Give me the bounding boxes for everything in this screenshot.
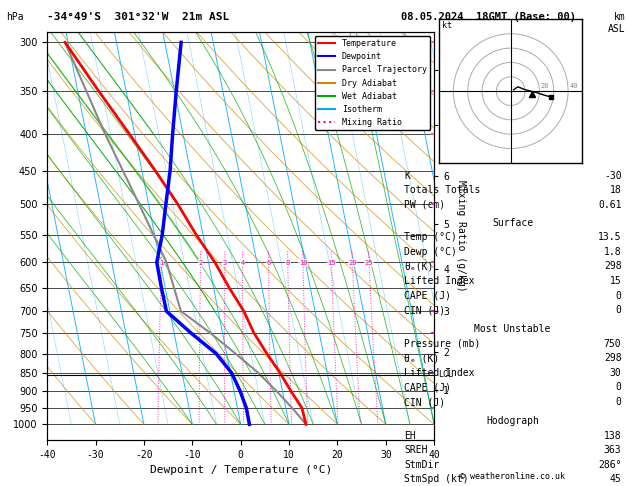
Text: © weatheronline.co.uk: © weatheronline.co.uk — [460, 472, 565, 481]
Text: LCL: LCL — [438, 370, 453, 379]
Text: 8: 8 — [286, 260, 290, 266]
Text: CIN (J): CIN (J) — [404, 397, 445, 407]
Text: 0: 0 — [616, 291, 621, 301]
Text: SREH: SREH — [404, 445, 428, 455]
Text: 0: 0 — [616, 382, 621, 393]
Text: Dewp (°C): Dewp (°C) — [404, 247, 457, 257]
Text: 750: 750 — [604, 339, 621, 349]
Y-axis label: Mixing Ratio (g/kg): Mixing Ratio (g/kg) — [456, 180, 465, 292]
Text: 45: 45 — [610, 474, 621, 485]
Text: 30: 30 — [610, 368, 621, 378]
Text: Most Unstable: Most Unstable — [474, 324, 551, 334]
Text: -34°49'S  301°32'W  21m ASL: -34°49'S 301°32'W 21m ASL — [47, 12, 230, 22]
Text: CIN (J): CIN (J) — [404, 305, 445, 315]
Text: km
ASL: km ASL — [608, 12, 626, 34]
Text: CAPE (J): CAPE (J) — [404, 382, 452, 393]
Text: StmDir: StmDir — [404, 460, 440, 470]
Text: -30: -30 — [604, 171, 621, 181]
Text: EH: EH — [404, 431, 416, 441]
Text: Lifted Index: Lifted Index — [404, 368, 475, 378]
Text: 4: 4 — [240, 260, 245, 266]
Text: 298: 298 — [604, 261, 621, 272]
Text: 2: 2 — [198, 260, 203, 266]
Text: θₑ (K): θₑ (K) — [404, 353, 440, 364]
Text: 20: 20 — [541, 83, 549, 89]
Text: 3: 3 — [223, 260, 227, 266]
Text: hPa: hPa — [6, 12, 24, 22]
Legend: Temperature, Dewpoint, Parcel Trajectory, Dry Adiabat, Wet Adiabat, Isotherm, Mi: Temperature, Dewpoint, Parcel Trajectory… — [315, 36, 430, 130]
Text: 0: 0 — [616, 397, 621, 407]
Text: 286°: 286° — [598, 460, 621, 470]
Text: PW (cm): PW (cm) — [404, 200, 445, 210]
Text: 1.8: 1.8 — [604, 247, 621, 257]
Text: CAPE (J): CAPE (J) — [404, 291, 452, 301]
Text: 0.61: 0.61 — [598, 200, 621, 210]
X-axis label: Dewpoint / Temperature (°C): Dewpoint / Temperature (°C) — [150, 465, 332, 475]
Text: 10: 10 — [299, 260, 307, 266]
Text: 6: 6 — [267, 260, 270, 266]
Text: 13.5: 13.5 — [598, 232, 621, 243]
Text: 18: 18 — [610, 185, 621, 195]
Text: 15: 15 — [327, 260, 336, 266]
Text: Totals Totals: Totals Totals — [404, 185, 481, 195]
Text: StmSpd (kt): StmSpd (kt) — [404, 474, 469, 485]
Text: 25: 25 — [365, 260, 373, 266]
Text: 20: 20 — [348, 260, 357, 266]
Text: Lifted Index: Lifted Index — [404, 276, 475, 286]
Text: 0: 0 — [616, 305, 621, 315]
Text: Pressure (mb): Pressure (mb) — [404, 339, 481, 349]
Text: K: K — [404, 171, 410, 181]
Text: 138: 138 — [604, 431, 621, 441]
Text: 1: 1 — [159, 260, 164, 266]
Text: Temp (°C): Temp (°C) — [404, 232, 457, 243]
Text: 40: 40 — [569, 83, 578, 89]
Text: Surface: Surface — [492, 218, 533, 228]
Text: 15: 15 — [610, 276, 621, 286]
Text: 08.05.2024  18GMT (Base: 00): 08.05.2024 18GMT (Base: 00) — [401, 12, 576, 22]
Text: kt: kt — [442, 21, 452, 30]
Text: 363: 363 — [604, 445, 621, 455]
Text: θₑ(K): θₑ(K) — [404, 261, 434, 272]
Text: 298: 298 — [604, 353, 621, 364]
Text: Hodograph: Hodograph — [486, 416, 539, 426]
